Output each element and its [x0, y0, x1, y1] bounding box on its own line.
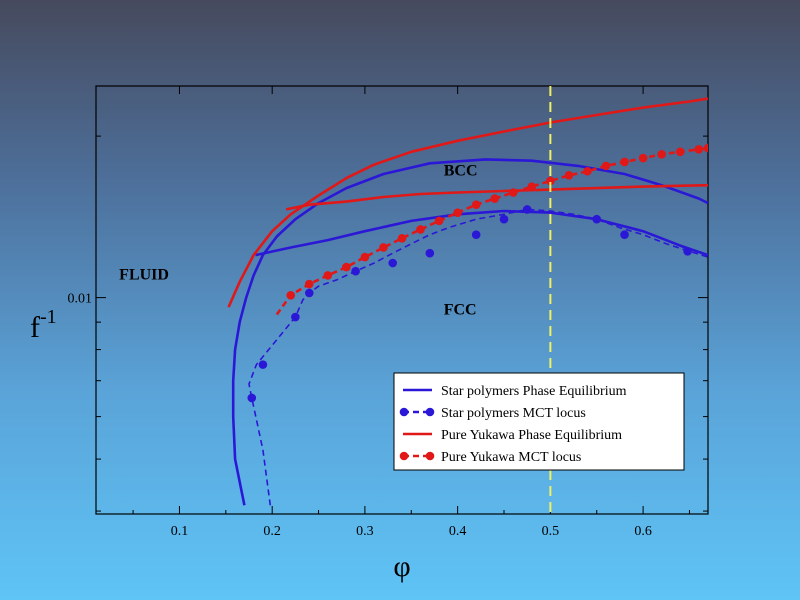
legend-marker: [399, 451, 409, 461]
series-3: [275, 143, 708, 316]
legend-marker: [425, 407, 435, 417]
data-point: [258, 360, 268, 369]
data-point: [527, 182, 537, 191]
data-point: [683, 246, 692, 256]
data-point: [564, 171, 574, 180]
data-point: [620, 230, 629, 239]
data-point: [286, 290, 296, 300]
series-layer: [227, 86, 708, 514]
data-point: [388, 258, 398, 268]
data-point: [620, 157, 629, 167]
data-point: [508, 188, 518, 197]
data-point: [592, 214, 602, 224]
data-point: [490, 194, 500, 203]
series-1: [247, 205, 708, 506]
data-point: [351, 266, 360, 276]
x-tick-label: 0.1: [171, 524, 189, 539]
legend-marker: [399, 407, 409, 417]
series-0: [231, 158, 708, 506]
data-point: [247, 393, 257, 403]
data-point: [397, 233, 407, 243]
plot-area: [95, 85, 709, 515]
data-point: [499, 214, 509, 224]
data-point: [360, 252, 370, 262]
data-point: [453, 208, 462, 217]
data-point: [379, 243, 388, 252]
region-label-fluid: FLUID: [119, 267, 169, 284]
region-label-fcc: FCC: [444, 302, 477, 319]
data-point: [522, 205, 532, 214]
legend: Star polymers Phase Equilibrium Star poly…: [393, 372, 685, 471]
region-label-bcc: BCC: [444, 162, 478, 179]
legend-marker: [425, 451, 435, 461]
data-point: [304, 279, 314, 289]
x-tick-label: 0.5: [542, 524, 560, 539]
data-point: [694, 144, 704, 154]
data-point: [434, 216, 444, 226]
data-point: [425, 248, 435, 258]
legend-box: [393, 372, 685, 471]
data-point: [675, 147, 685, 157]
legend-label-0: Star polymers Phase Equilibrium: [441, 384, 627, 399]
legend-label-2: Pure Yukawa Phase Equilibrium: [441, 428, 622, 443]
x-tick-label: 0.3: [356, 524, 374, 539]
data-point: [323, 271, 333, 280]
x-tick-label: 0.6: [634, 524, 652, 539]
data-point: [657, 149, 666, 159]
data-point: [703, 143, 708, 153]
data-point: [342, 262, 351, 272]
data-point: [638, 153, 648, 163]
legend-label-3: Pure Yukawa MCT locus: [441, 450, 581, 465]
series-2: [227, 97, 708, 308]
series-line-1: [248, 208, 708, 506]
series-line-0-0: [231, 158, 708, 506]
x-tick-label: 0.4: [449, 524, 467, 539]
data-point: [416, 225, 425, 234]
data-point: [471, 230, 481, 239]
x-axis-title: φ: [393, 550, 410, 583]
data-point: [291, 312, 300, 322]
data-point: [304, 288, 314, 298]
series-line-0-1: [255, 209, 708, 257]
series-line-2-0: [227, 97, 708, 308]
data-point: [601, 161, 611, 171]
legend-label-1: Star polymers MCT locus: [441, 406, 586, 421]
annotation-layer: FLUID BCC FCC: [119, 162, 477, 318]
x-tick-label: 0.2: [263, 524, 281, 539]
y-axis-title: f-1: [30, 306, 57, 344]
y-tick-label: 0.01: [68, 292, 93, 307]
data-point: [583, 166, 592, 176]
data-point: [471, 200, 481, 209]
series-line-2-1: [285, 183, 708, 211]
data-point: [546, 176, 555, 186]
axis-ticks: 0.1 0.2 0.3 0.4 0.5 0.6 0.01: [68, 86, 708, 539]
